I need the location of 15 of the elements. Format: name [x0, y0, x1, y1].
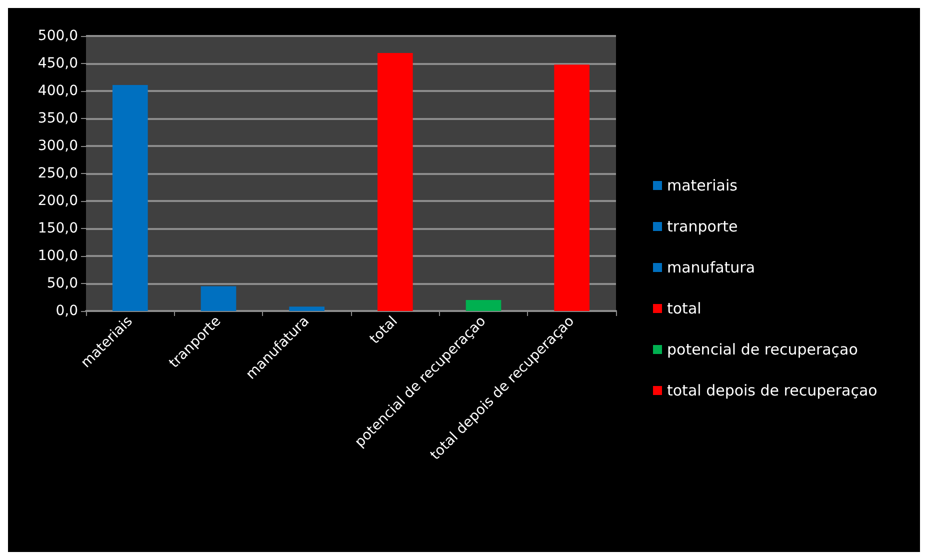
legend-label: materiais: [667, 176, 738, 194]
y-tick-label: 0,0: [56, 303, 78, 319]
y-tick-label: 350,0: [38, 110, 78, 126]
y-tick-label: 150,0: [38, 220, 78, 236]
y-tick-label: 250,0: [38, 166, 78, 182]
legend-label: total: [667, 300, 702, 318]
y-tick-label: 100,0: [38, 248, 78, 264]
y-tick-label: 50,0: [46, 276, 78, 292]
y-tick-label: 450,0: [38, 56, 78, 72]
y-tick-label: 300,0: [38, 138, 78, 154]
y-tick-label: 200,0: [38, 193, 78, 209]
legend-label: tranporte: [667, 218, 738, 236]
y-tick-label: 400,0: [38, 83, 78, 99]
y-tick-label: 500,0: [38, 28, 78, 44]
legend-label: manufatura: [667, 258, 756, 276]
